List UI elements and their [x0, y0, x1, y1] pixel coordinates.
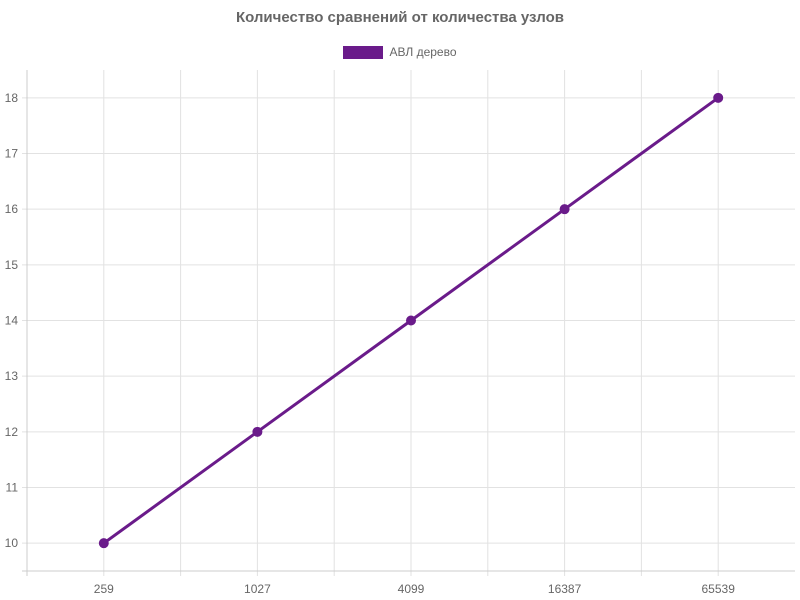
chart-title: Количество сравнений от количества узлов: [235, 9, 565, 26]
data-point: [98, 538, 109, 549]
data-point: [252, 426, 263, 437]
x-tick-label: 65539: [702, 582, 736, 596]
y-tick-label: 11: [6, 481, 19, 495]
y-tick-label: 15: [5, 258, 19, 272]
data-point: [559, 204, 570, 215]
y-tick-label: 14: [5, 314, 19, 328]
legend[interactable]: АВЛ дерево: [0, 45, 800, 59]
y-tick-label: 18: [5, 91, 19, 105]
series-layer: [98, 92, 724, 549]
label-layer: 10 11 12 13 14 15 16 17 18 259 1027 4099 16387 65539: [5, 91, 736, 596]
y-tick-label: 16: [5, 202, 19, 216]
x-tick-label: 259: [94, 582, 114, 596]
y-tick-label: 13: [5, 369, 19, 383]
x-tick-label: 4099: [398, 582, 425, 596]
legend-label: АВЛ дерево: [389, 45, 457, 59]
y-tick-label: 12: [5, 425, 19, 439]
data-point: [713, 92, 724, 103]
x-tick-label: 16387: [548, 582, 582, 596]
legend-swatch: [343, 45, 384, 59]
y-tick-label: 17: [5, 147, 19, 161]
axis-layer: [22, 70, 795, 576]
x-tick-label: 1027: [244, 582, 271, 596]
y-tick-label: 10: [5, 536, 19, 550]
data-point: [406, 315, 416, 326]
grid-layer: [22, 70, 795, 576]
